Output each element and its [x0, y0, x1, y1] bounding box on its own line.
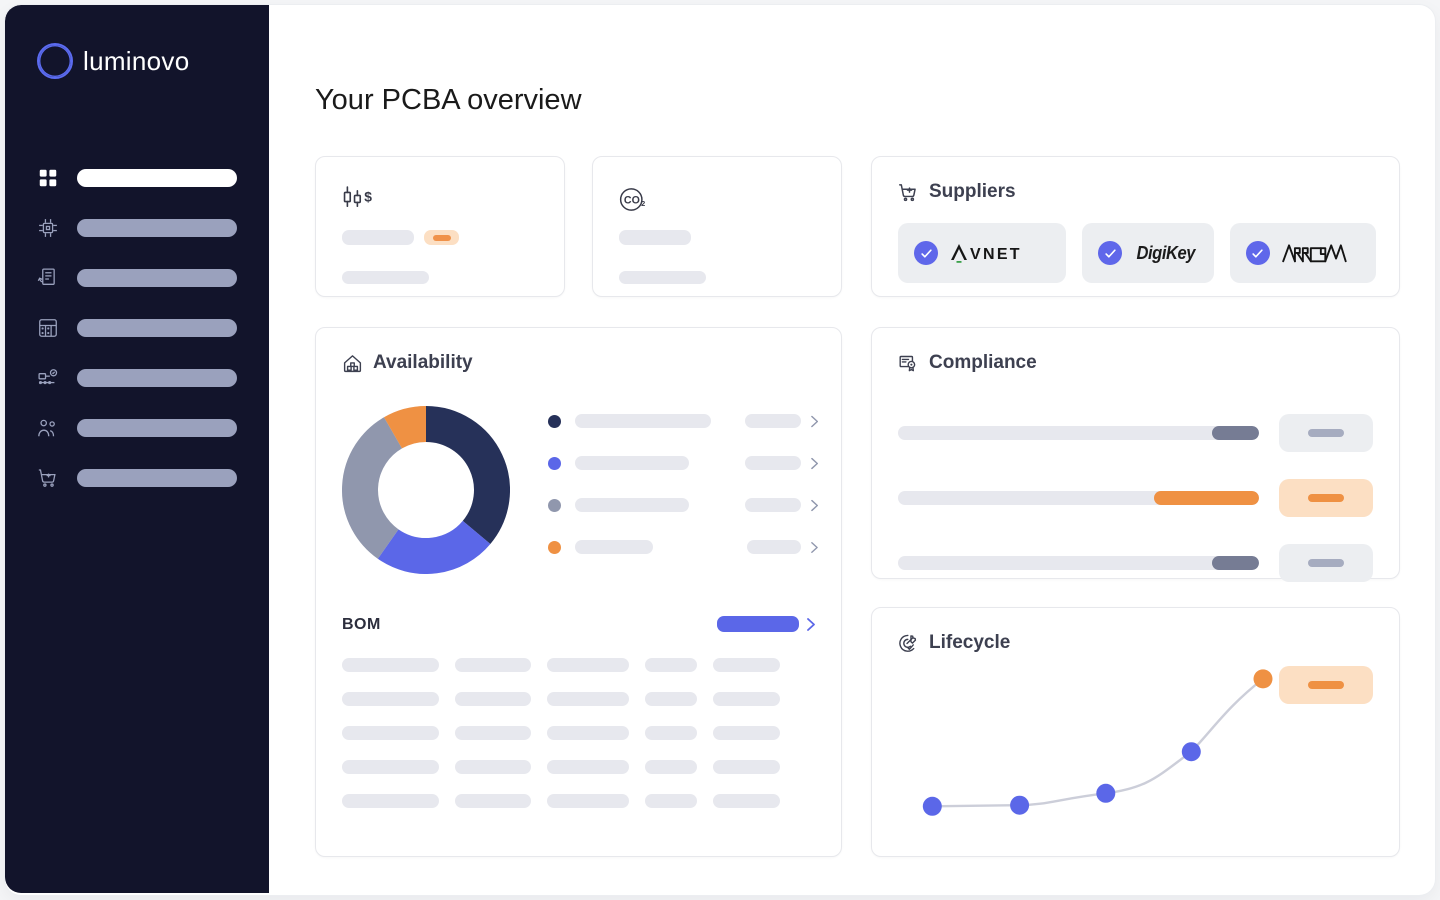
svg-text:2: 2 [641, 199, 645, 208]
svg-text:$: $ [364, 189, 372, 205]
svg-text:VNET: VNET [970, 246, 1022, 263]
svg-text:CO: CO [624, 195, 640, 207]
